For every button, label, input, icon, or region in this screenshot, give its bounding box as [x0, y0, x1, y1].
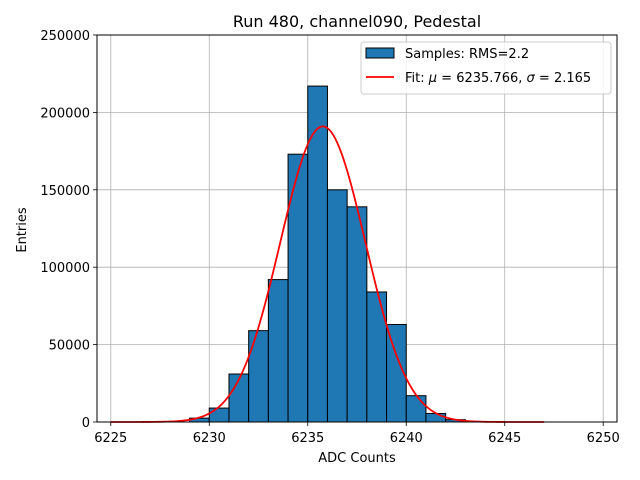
- x-tick-label: 6245: [488, 431, 521, 446]
- x-tick-label: 6240: [390, 431, 423, 446]
- y-tick-label: 150000: [40, 184, 90, 199]
- histogram-bars: [189, 85, 466, 423]
- fit-prefix: Fit:: [405, 71, 429, 86]
- x-tick-label: 6250: [587, 431, 620, 446]
- y-axis-ticks: 0 50000 100000 150000 200000 250000: [40, 29, 97, 431]
- y-tick-label: 50000: [49, 339, 90, 354]
- x-tick-label: 6225: [94, 431, 127, 446]
- histogram-bar: [248, 330, 269, 423]
- histogram-bar: [208, 407, 230, 423]
- x-axis-label: ADC Counts: [318, 451, 396, 466]
- x-axis-ticks: 6225 6230 6235 6240 6245 6250: [94, 422, 620, 446]
- legend: Samples: RMS=2.2 Fit: μ = 6235.766, σ = …: [360, 41, 612, 95]
- x-tick-label: 6230: [193, 431, 226, 446]
- legend-fit-label: Fit: μ = 6235.766, σ = 2.165: [405, 71, 591, 86]
- fit-curve: [110, 125, 545, 423]
- separator: ,: [518, 71, 526, 86]
- sigma-value: 2.165: [554, 71, 591, 86]
- histogram-bar: [326, 189, 348, 423]
- sigma-symbol: σ: [527, 71, 536, 86]
- histogram-bar: [287, 153, 309, 423]
- histogram-bar: [405, 395, 427, 423]
- plot-frame: [96, 34, 618, 423]
- y-tick-label: 250000: [40, 29, 90, 44]
- legend-histogram-swatch: [365, 47, 395, 59]
- x-tick-label: 6235: [291, 431, 324, 446]
- y-tick-label: 100000: [40, 261, 90, 276]
- sigma-equals: =: [535, 71, 554, 86]
- y-tick-label: 0: [82, 416, 90, 431]
- mu-symbol: μ: [428, 71, 437, 86]
- histogram-bar: [267, 279, 289, 423]
- legend-box: [360, 41, 612, 95]
- chart-title: Run 480, channel090, Pedestal: [233, 12, 481, 31]
- mu-value: 6235.766: [456, 71, 518, 86]
- y-tick-label: 200000: [40, 106, 90, 121]
- histogram-bar: [425, 412, 447, 423]
- y-axis-label: Entries: [15, 207, 30, 253]
- legend-histogram-label: Samples: RMS=2.2: [405, 47, 529, 62]
- mu-equals: =: [437, 71, 456, 86]
